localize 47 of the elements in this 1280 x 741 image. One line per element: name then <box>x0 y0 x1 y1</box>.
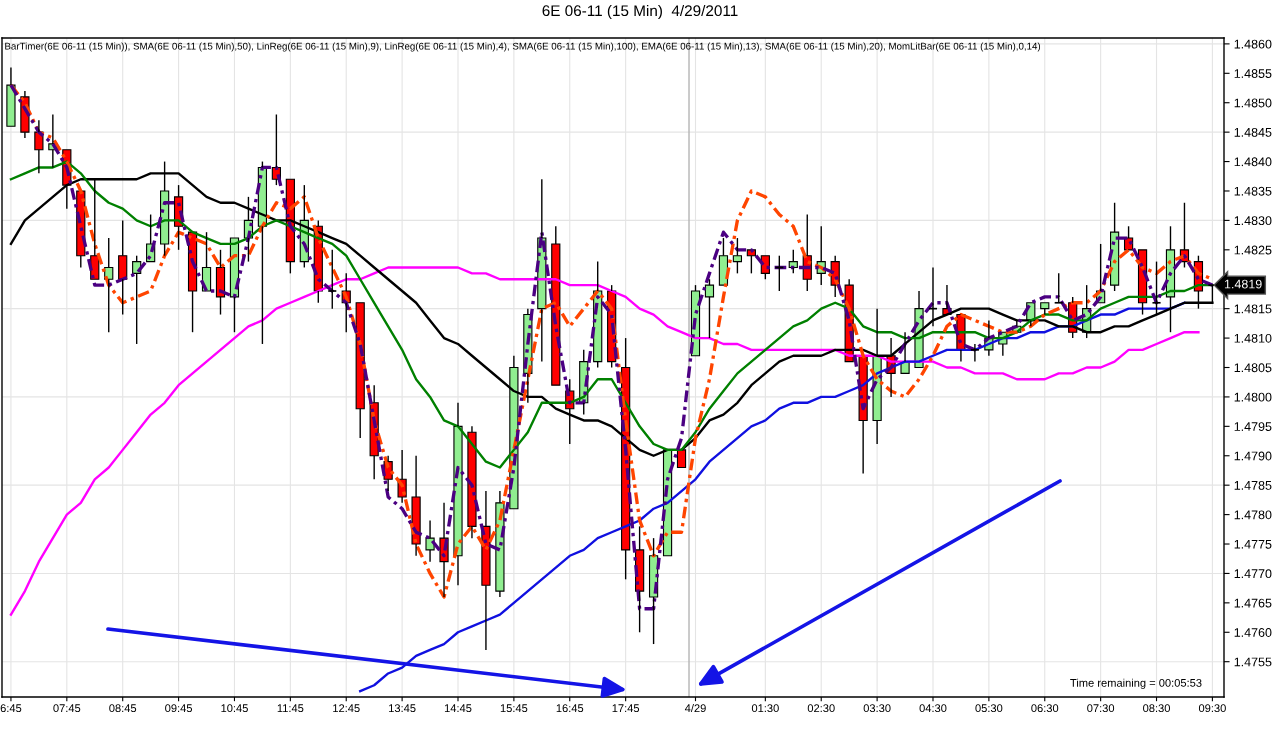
y-tick-label: 1.4755 <box>1234 657 1272 667</box>
x-tick-label: 03:30 <box>863 704 891 713</box>
y-tick-label: 1.4840 <box>1234 157 1272 167</box>
x-tick-label: 06:30 <box>1031 704 1059 713</box>
y-tick-label: 1.4785 <box>1234 480 1272 490</box>
x-tick-label: 08:30 <box>1143 704 1170 713</box>
x-tick-label: 15:45 <box>500 704 528 713</box>
x-tick-label: 16:45 <box>556 704 584 713</box>
x-tick-label: 08:45 <box>109 704 137 713</box>
x-tick-label: 6:45 <box>0 704 22 713</box>
chart-title: 6E 06-11 (15 Min) 4/29/2011 <box>542 4 738 20</box>
y-tick-label: 1.4835 <box>1234 186 1272 196</box>
y-tick-label: 1.4825 <box>1234 245 1272 255</box>
x-tick-label: 01:30 <box>751 704 779 713</box>
y-tick-label: 1.4800 <box>1234 392 1272 402</box>
y-tick-label: 1.4830 <box>1234 216 1272 226</box>
x-tick-label: 12:45 <box>333 704 360 713</box>
x-tick-label: 14:45 <box>444 704 472 713</box>
x-tick-label: 13:45 <box>389 704 416 713</box>
x-tick-label: 04:30 <box>919 704 947 713</box>
y-tick-label: 1.4770 <box>1234 569 1272 579</box>
text: 1.4819 <box>1224 279 1262 289</box>
y-tick-label: 1.4775 <box>1234 539 1272 549</box>
chart-subtitle: BarTimer(6E 06-11 (15 Min)), SMA(6E 06-11 (15 Min),50), LinReg(6E 06-11 (15 Min),9), LinReg(6E 06-11 (15 Min),4), SMA(6E 06-11 (15 Min),100), EMA(6E 06-11 (15 Min),13), SMA(6E 06-11 (15 Min),20), MomLitBar(6E 06-11 (15 Min),0,14) <box>5 42 1041 52</box>
y-tick-label: 1.4850 <box>1234 98 1272 108</box>
x-tick-label: 10:45 <box>221 704 248 713</box>
y-tick-label: 1.4765 <box>1234 598 1272 608</box>
y-tick-label: 1.4860 <box>1234 39 1272 49</box>
y-tick-label: 1.4845 <box>1234 127 1272 137</box>
annotation: Time remaining = 00:05:53 <box>1070 678 1202 689</box>
y-tick-label: 1.4780 <box>1234 510 1272 520</box>
x-tick-label: 02:30 <box>807 704 835 713</box>
y-tick-label: 1.4815 <box>1234 304 1272 314</box>
x-tick-label: 4/29 <box>684 703 706 713</box>
x-tick-label: 09:45 <box>165 704 193 713</box>
x-tick-label: 11:45 <box>277 704 304 713</box>
y-tick-label: 1.4760 <box>1234 628 1272 637</box>
y-tick-label: 1.4810 <box>1234 333 1272 343</box>
y-tick-label: 1.4855 <box>1234 69 1272 78</box>
x-tick-label: 17:45 <box>612 704 640 713</box>
x-tick-label: 07:45 <box>53 704 81 713</box>
x-tick-label: 07:30 <box>1087 704 1115 713</box>
x-tick-label: 05:30 <box>975 704 1003 713</box>
y-tick-label: 1.4790 <box>1234 451 1272 461</box>
y-tick-label: 1.4805 <box>1234 363 1272 373</box>
x-tick-label: 09:30 <box>1198 704 1226 713</box>
y-tick-label: 1.4795 <box>1234 422 1272 431</box>
